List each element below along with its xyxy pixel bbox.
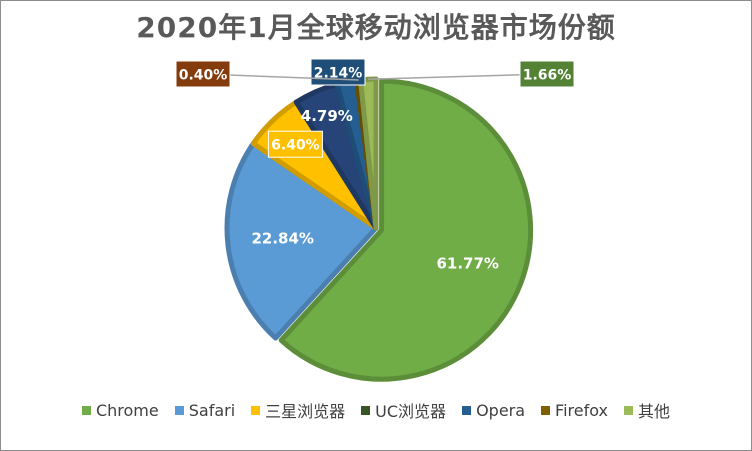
legend-swatch-uc浏览器 bbox=[361, 405, 371, 415]
legend-label-uc浏览器: UC浏览器 bbox=[375, 402, 447, 421]
data-label-box-opera bbox=[310, 58, 366, 86]
data-label-三星浏览器: 6.40% bbox=[271, 138, 320, 154]
data-label-box-其他 bbox=[519, 60, 575, 88]
legend-item-chrome: Chrome bbox=[81, 398, 159, 422]
legend-item-firefox: Firefox bbox=[541, 398, 608, 422]
pie-slice-border-chrome bbox=[278, 78, 534, 382]
pie-slice-safari bbox=[227, 143, 376, 339]
legend-label-opera: Opera bbox=[476, 400, 526, 420]
legend-item-三星浏览器: 三星浏览器 bbox=[251, 398, 345, 422]
legend-label-firefox: Firefox bbox=[555, 400, 608, 420]
legend-item-opera: Opera bbox=[462, 398, 525, 422]
data-label-safari: 22.84% bbox=[251, 230, 313, 248]
legend-swatch-safari bbox=[174, 405, 184, 415]
legend-label-safari: Safari bbox=[188, 400, 236, 420]
legend-swatch-其他 bbox=[624, 405, 633, 415]
legend-label-三星浏览器: 三星浏览器 bbox=[265, 402, 346, 421]
legend-swatch-opera bbox=[462, 405, 472, 415]
data-label-box-firefox bbox=[175, 60, 231, 88]
legend-label-chrome: Chrome bbox=[95, 400, 159, 420]
data-label-其他: 1.66% bbox=[523, 68, 572, 84]
legend-item-其他: 其他 bbox=[624, 398, 670, 422]
leader-line-其他 bbox=[368, 73, 548, 80]
legend-label-其他: 其他 bbox=[638, 402, 671, 421]
data-label-firefox: 0.40% bbox=[179, 68, 228, 84]
chart-legend: Chrome Safari 三星浏览器 UC浏览器 Opera Firefox 其他 bbox=[0, 398, 752, 422]
data-label-uc浏览器: 4.79% bbox=[301, 107, 353, 125]
data-label-box-三星浏览器 bbox=[267, 130, 323, 158]
chart-title: 2020年1月全球移动浏览器市场份额 bbox=[136, 11, 616, 44]
pie-slice-chrome bbox=[281, 81, 531, 380]
data-label-opera: 2.14% bbox=[314, 66, 363, 82]
legend-swatch-chrome bbox=[81, 405, 91, 415]
data-label-chrome: 61.77% bbox=[436, 255, 498, 273]
legend-swatch-三星浏览器 bbox=[251, 405, 261, 415]
pie-slice-border-safari bbox=[224, 140, 379, 341]
legend-swatch-firefox bbox=[541, 405, 551, 415]
legend-item-safari: Safari bbox=[174, 398, 236, 422]
legend-item-uc浏览器: UC浏览器 bbox=[361, 398, 446, 422]
